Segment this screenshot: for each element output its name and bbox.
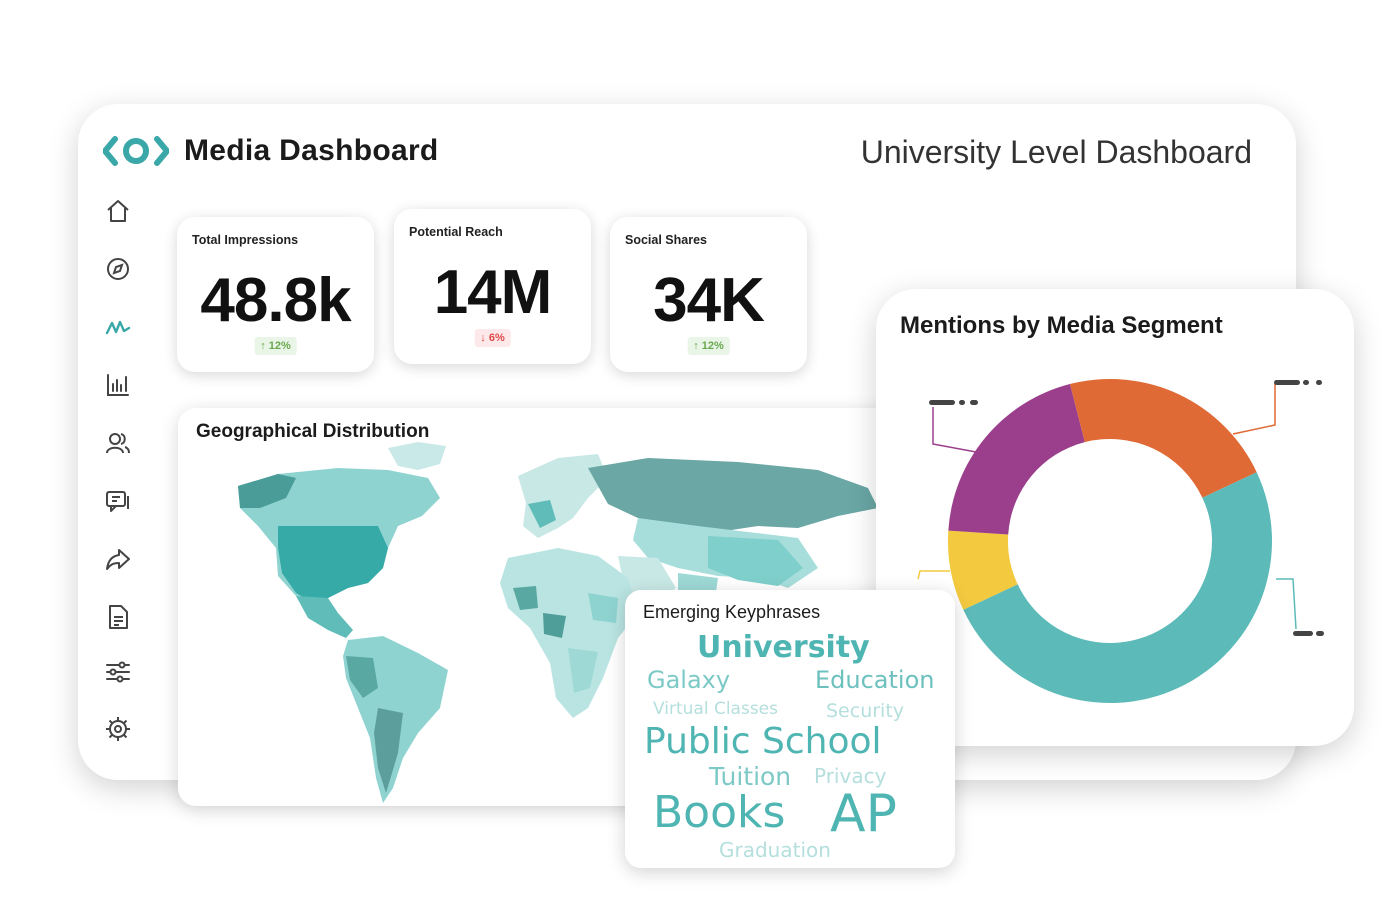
map-region-alaska[interactable] bbox=[238, 474, 296, 508]
leader-line bbox=[917, 570, 950, 580]
keyphrase-word[interactable]: Education bbox=[815, 666, 935, 694]
map-region-nigeria[interactable] bbox=[543, 613, 566, 638]
map-region-china[interactable] bbox=[708, 536, 803, 586]
donut-chart[interactable] bbox=[876, 289, 1354, 746]
keyphrase-word[interactable]: AP bbox=[830, 784, 897, 844]
map-region-west-africa[interactable] bbox=[513, 586, 538, 610]
redacted-label bbox=[1316, 380, 1322, 385]
kpi-social-shares[interactable]: Social Shares 34K ↑ 12% bbox=[610, 217, 807, 372]
kpi-change-badge: ↓ 6% bbox=[474, 329, 511, 347]
kpi-potential-reach[interactable]: Potential Reach 14M ↓ 6% bbox=[394, 209, 591, 364]
arrow-up-icon: ↑ bbox=[693, 340, 699, 352]
app-title: Media Dashboard bbox=[184, 134, 439, 167]
redacted-label bbox=[929, 400, 955, 405]
map-region-russia[interactable] bbox=[588, 458, 878, 532]
donut-slices bbox=[948, 379, 1272, 703]
keyphrase-word[interactable]: University bbox=[697, 630, 870, 665]
emerging-keyphrases-card: Emerging Keyphrases University Galaxy Ed… bbox=[625, 590, 955, 868]
kpi-change-badge: ↑ 12% bbox=[687, 337, 730, 355]
world-map[interactable] bbox=[178, 408, 918, 806]
donut-slice[interactable] bbox=[963, 472, 1272, 703]
redacted-label bbox=[959, 400, 965, 405]
map-region-peru[interactable] bbox=[346, 656, 378, 698]
kpi-value: 34K bbox=[653, 266, 765, 335]
redacted-label bbox=[1303, 380, 1309, 385]
document-icon[interactable] bbox=[102, 601, 134, 633]
keyphrase-word[interactable]: Books bbox=[653, 787, 786, 838]
kpi-change-badge: ↑ 12% bbox=[254, 337, 297, 355]
compass-icon[interactable] bbox=[102, 253, 134, 285]
keyphrase-word[interactable]: Virtual Classes bbox=[653, 699, 778, 719]
redacted-label bbox=[1316, 631, 1324, 636]
map-region-argentina[interactable] bbox=[374, 708, 403, 793]
keyphrase-word[interactable]: Security bbox=[826, 700, 905, 722]
map-region-africa[interactable] bbox=[500, 548, 638, 718]
kpi-value: 14M bbox=[433, 258, 553, 327]
redacted-label bbox=[970, 400, 978, 405]
keyphrase-word[interactable]: Graduation bbox=[719, 838, 831, 862]
leader-line bbox=[932, 407, 977, 453]
map-region-france[interactable] bbox=[528, 500, 556, 528]
card-title: Mentions by Media Segment bbox=[900, 312, 1223, 339]
map-region-east-africa[interactable] bbox=[588, 593, 618, 623]
bar-chart-icon[interactable] bbox=[102, 369, 134, 401]
users-icon[interactable] bbox=[102, 427, 134, 459]
sliders-icon[interactable] bbox=[102, 656, 134, 688]
map-region-europe[interactable] bbox=[518, 454, 608, 538]
donut-slice[interactable] bbox=[948, 384, 1085, 535]
kpi-value: 48.8k bbox=[200, 266, 351, 335]
redacted-label bbox=[1274, 380, 1300, 385]
dashboard-level-title: University Level Dashboard bbox=[860, 134, 1252, 170]
settings-icon[interactable] bbox=[102, 713, 134, 745]
kpi-label: Total Impressions bbox=[192, 233, 299, 247]
keyphrase-word[interactable]: Galaxy bbox=[647, 666, 731, 694]
leader-line bbox=[1232, 384, 1276, 435]
leader-line bbox=[1276, 578, 1297, 630]
donut-slice[interactable] bbox=[948, 530, 1018, 610]
kpi-label: Potential Reach bbox=[409, 225, 503, 239]
redacted-label bbox=[1293, 631, 1313, 636]
map-region-southern-africa[interactable] bbox=[568, 648, 598, 693]
kpi-label: Social Shares bbox=[625, 233, 707, 247]
kpi-total-impressions[interactable]: Total Impressions 48.8k ↑ 12% bbox=[177, 217, 374, 372]
donut-slice[interactable] bbox=[1069, 379, 1257, 498]
arrow-down-icon: ↓ bbox=[480, 332, 486, 344]
card-title: Geographical Distribution bbox=[196, 421, 430, 442]
eye-logo-icon bbox=[103, 136, 169, 166]
messages-icon[interactable] bbox=[102, 485, 134, 517]
card-title: Emerging Keyphrases bbox=[643, 602, 821, 622]
keyphrase-word[interactable]: Public School bbox=[644, 721, 882, 762]
keyphrase-word[interactable]: Tuition bbox=[709, 762, 792, 791]
map-region-greenland[interactable] bbox=[388, 442, 446, 470]
media-segment-card: Mentions by Media Segment bbox=[876, 289, 1354, 746]
share-icon[interactable] bbox=[102, 543, 134, 575]
activity-icon[interactable] bbox=[102, 311, 134, 343]
home-icon[interactable] bbox=[102, 195, 134, 227]
map-region-usa[interactable] bbox=[278, 526, 388, 603]
map-region-mexico[interactable] bbox=[296, 596, 353, 638]
arrow-up-icon: ↑ bbox=[260, 340, 266, 352]
keyphrase-word[interactable]: Privacy bbox=[814, 764, 887, 788]
